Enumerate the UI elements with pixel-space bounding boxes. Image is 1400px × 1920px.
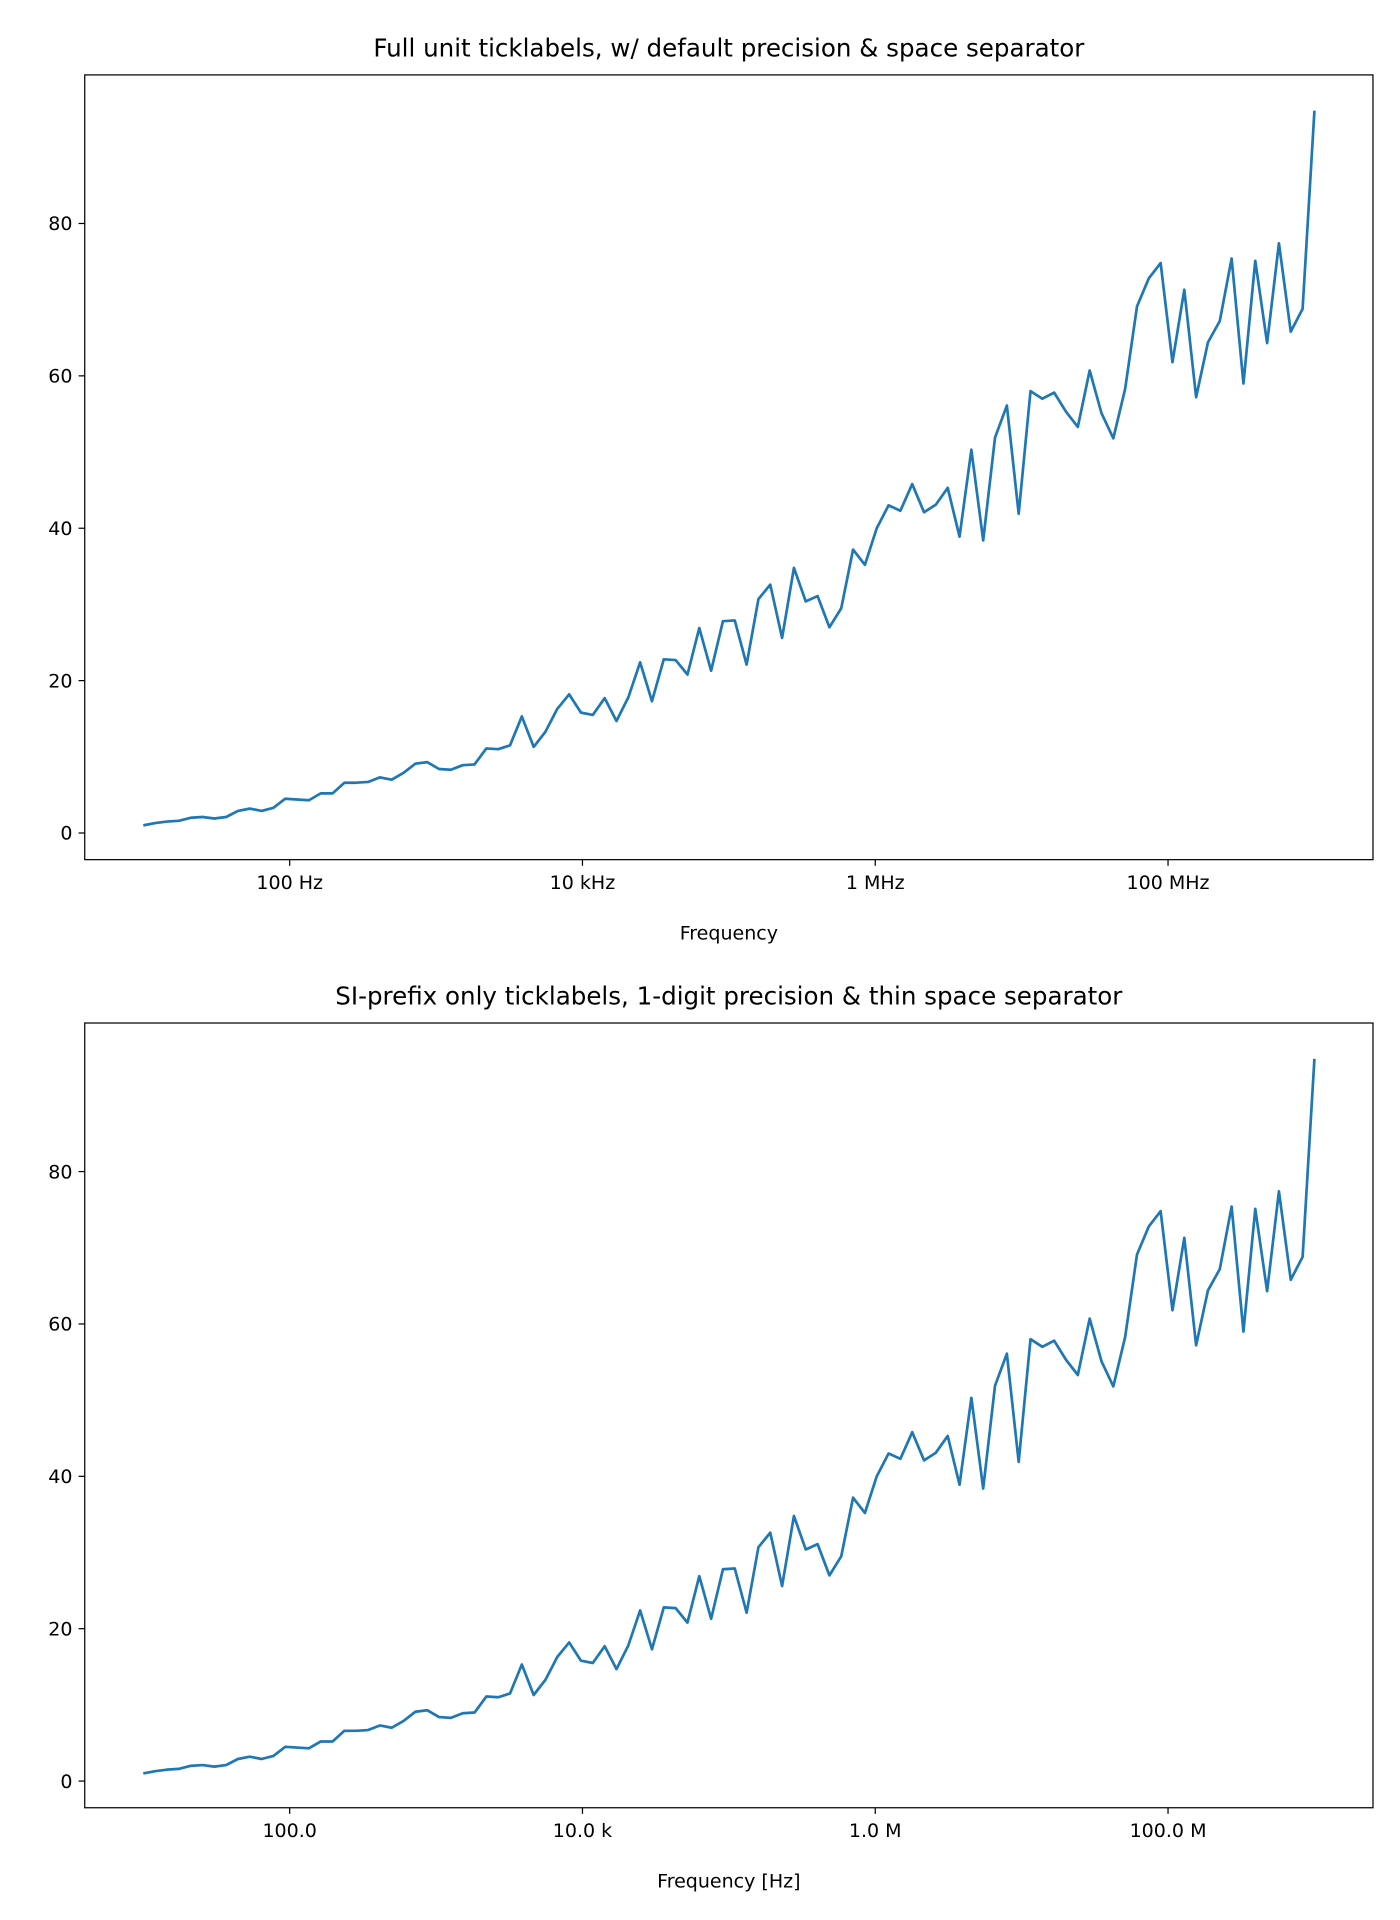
- chart-title: SI-prefix only ticklabels, 1-digit preci…: [335, 982, 1123, 1011]
- y-tick-label: 20: [48, 670, 72, 692]
- axes-frame: [84, 74, 1374, 861]
- x-axis-label: Frequency: [680, 922, 778, 944]
- chart-title: Full unit ticklabels, w/ default precisi…: [373, 33, 1085, 62]
- y-tick-label: 0: [60, 823, 72, 845]
- y-tick-label: 60: [48, 366, 72, 388]
- x-tick-label: 100.0: [262, 1820, 316, 1842]
- x-axis-label: Frequency [Hz]: [657, 1871, 800, 1893]
- x-tick-label: 10 kHz: [550, 872, 616, 894]
- data-line: [143, 110, 1316, 827]
- y-tick-label: 60: [48, 1314, 72, 1336]
- y-tick-label: 80: [48, 1161, 72, 1183]
- axes-frame: [84, 1022, 1374, 1809]
- x-tick-label: 100 Hz: [256, 872, 323, 894]
- y-tick-label: 0: [60, 1771, 72, 1793]
- top-chart: Full unit ticklabels, w/ default precisi…: [48, 33, 1374, 944]
- x-tick-label: 10.0 k: [553, 1820, 612, 1842]
- y-tick-label: 40: [48, 1466, 72, 1488]
- y-tick-label: 80: [48, 213, 72, 235]
- y-tick-label: 40: [48, 518, 72, 540]
- y-tick-label: 20: [48, 1618, 72, 1640]
- bottom-chart: SI-prefix only ticklabels, 1-digit preci…: [48, 982, 1374, 1893]
- x-tick-label: 100 MHz: [1127, 872, 1210, 894]
- data-line: [143, 1058, 1316, 1775]
- x-tick-label: 100.0 M: [1130, 1820, 1207, 1842]
- x-tick-label: 1.0 M: [849, 1820, 902, 1842]
- x-tick-label: 1 MHz: [846, 872, 905, 894]
